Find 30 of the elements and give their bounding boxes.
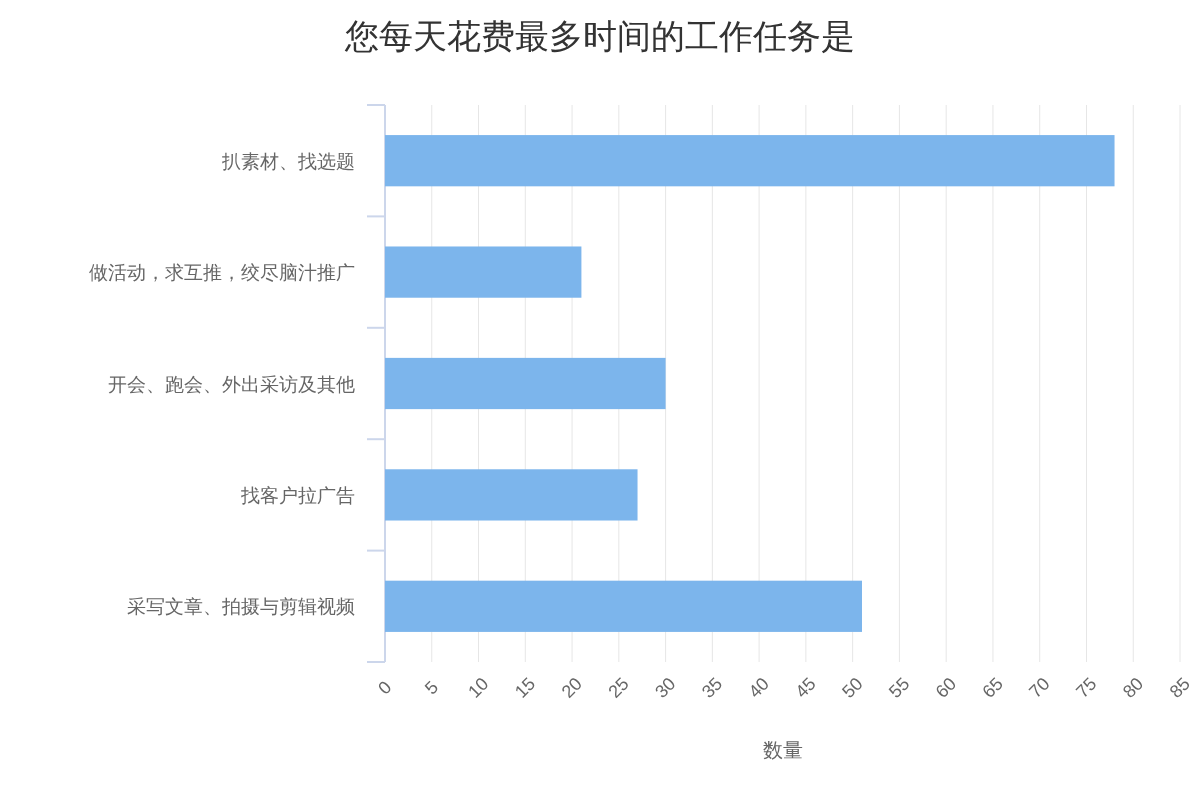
x-tick-label: 15	[510, 673, 540, 702]
x-tick-label: 65	[978, 673, 1007, 702]
x-tick-label: 35	[697, 673, 727, 702]
x-tick-label: 5	[420, 677, 443, 699]
x-tick-label: 0	[374, 677, 396, 699]
bar	[385, 135, 1115, 187]
chart-title: 您每天花费最多时间的工作任务是	[344, 16, 855, 56]
x-tick-label: 70	[1025, 673, 1054, 702]
x-tick-label: 50	[838, 673, 867, 702]
x-tick-label: 45	[791, 673, 820, 702]
bar	[385, 246, 582, 298]
x-tick-label: 30	[651, 673, 680, 702]
y-tick-label: 采写文章、拍摄与剪辑视频	[127, 595, 355, 618]
x-tick-label: 85	[1165, 673, 1194, 702]
x-tick-label: 25	[604, 673, 633, 702]
x-tick-label: 75	[1072, 673, 1101, 702]
x-tick-label: 55	[885, 673, 914, 702]
y-tick-label: 扒素材、找选题	[221, 149, 355, 172]
x-tick-label: 10	[464, 673, 493, 702]
y-tick-label: 找客户拉广告	[240, 483, 355, 506]
x-tick-label: 20	[557, 673, 586, 702]
x-tick-label: 80	[1118, 673, 1148, 702]
bar	[385, 357, 666, 410]
bar	[385, 580, 862, 632]
x-tick-label: 60	[931, 673, 961, 702]
x-axis-title: 数量	[762, 738, 803, 762]
y-tick-label: 做活动，求互推，绞尽脑汁推广	[89, 261, 355, 284]
x-tick-label: 40	[744, 673, 774, 702]
bar	[385, 469, 638, 521]
y-tick-label: 开会、跑会、外出采访及其他	[108, 372, 355, 395]
